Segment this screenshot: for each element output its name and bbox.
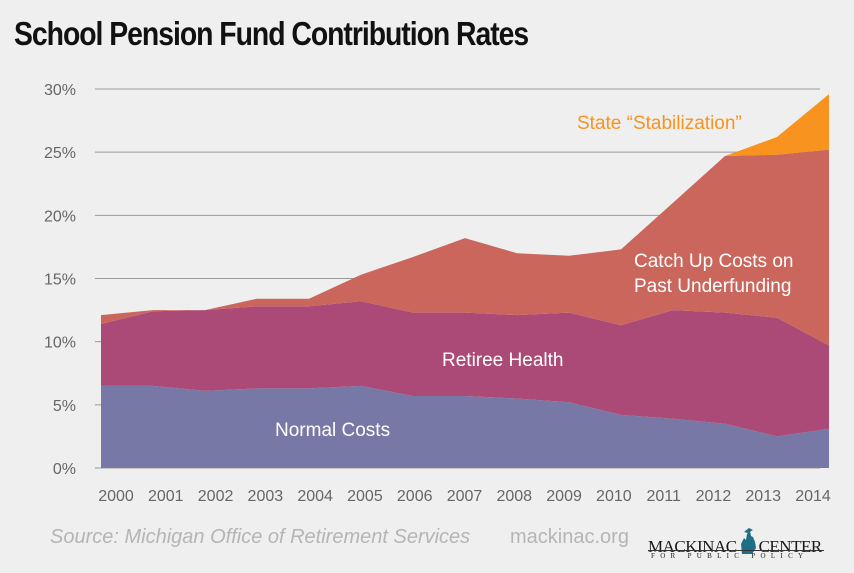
annotation-retiree-health: Retiree Health xyxy=(442,350,563,371)
x-tick-label: 2009 xyxy=(546,488,582,505)
area-normal-costs xyxy=(101,385,829,468)
michigan-map-icon xyxy=(740,528,756,554)
annotation-catch-up-line2: Past Underfunding xyxy=(634,276,791,297)
area-catch-up xyxy=(101,149,829,346)
y-tick-label: 20% xyxy=(44,208,76,225)
x-tick-label: 2004 xyxy=(297,488,333,505)
x-tick-label: 2013 xyxy=(745,488,781,505)
x-tick-label: 2001 xyxy=(148,488,184,505)
y-tick-label: 0% xyxy=(53,461,76,478)
x-tick-label: 2003 xyxy=(248,488,284,505)
x-tick-label: 2011 xyxy=(646,488,681,505)
chart-title: School Pension Fund Contribution Rates xyxy=(14,15,529,52)
area-labels: Normal Costs Retiree Health Catch Up Cos… xyxy=(275,113,793,441)
area-retiree-health xyxy=(101,301,829,437)
website-link[interactable]: mackinac.org xyxy=(510,526,629,548)
area-series xyxy=(101,94,829,468)
annotation-stabilization: State “Stabilization” xyxy=(577,113,742,134)
x-tick-label: 2007 xyxy=(447,488,483,505)
y-axis-ticks: 0% 5% 10% 15% 20% 25% 30% xyxy=(44,82,76,478)
y-tick-label: 30% xyxy=(44,82,76,99)
x-tick-label: 2008 xyxy=(496,488,532,505)
annotation-catch-up-line1: Catch Up Costs on xyxy=(634,251,793,272)
logo-tagline: FOR PUBLIC POLICY xyxy=(651,552,809,560)
logo-word-left: MACKINAC xyxy=(648,537,737,556)
annotation-normal-costs: Normal Costs xyxy=(275,420,390,441)
x-tick-label: 2006 xyxy=(397,488,433,505)
x-tick-label: 2002 xyxy=(198,488,234,505)
y-tick-label: 10% xyxy=(44,335,76,352)
x-tick-label: 2010 xyxy=(596,488,632,505)
source-note: Source: Michigan Office of Retirement Se… xyxy=(50,526,471,548)
y-tick-label: 15% xyxy=(44,272,76,289)
y-tick-label: 25% xyxy=(44,145,76,162)
mackinac-center-logo: MACKINAC CENTER FOR PUBLIC POLICY xyxy=(648,518,828,560)
logo-wordmark: MACKINAC CENTER xyxy=(648,528,822,557)
x-tick-label: 2014 xyxy=(795,488,831,505)
y-tick-label: 5% xyxy=(53,398,76,415)
logo-word-right: CENTER xyxy=(758,537,823,556)
x-tick-label: 2005 xyxy=(347,488,383,505)
x-tick-label: 2012 xyxy=(696,488,732,505)
x-tick-label: 2000 xyxy=(98,488,134,505)
logo-divider xyxy=(648,550,824,551)
x-axis-ticks: 2000 2001 2002 2003 2004 2005 2006 2007 2008 2009… xyxy=(98,488,831,505)
